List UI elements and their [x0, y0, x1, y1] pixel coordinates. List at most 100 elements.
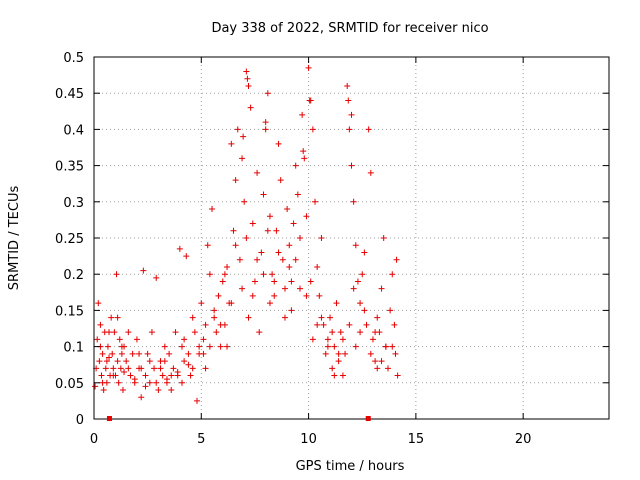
data-point: [372, 329, 379, 336]
data-point: [209, 206, 216, 213]
data-point: [219, 278, 226, 285]
data-point: [144, 350, 151, 357]
data-point: [322, 350, 329, 357]
data-point: [337, 329, 344, 336]
data-point: [104, 343, 111, 350]
grid-lines: [94, 57, 609, 419]
data-point: [324, 336, 331, 343]
data-point: [269, 271, 276, 278]
data-point: [266, 213, 273, 220]
data-point: [314, 321, 321, 328]
data-point: [316, 292, 323, 299]
data-point: [99, 379, 106, 386]
data-point: [155, 387, 162, 394]
data-point: [273, 227, 280, 234]
data-point: [249, 220, 256, 227]
axis-ticks: [93, 56, 609, 420]
data-point: [367, 350, 374, 357]
data-point: [361, 307, 368, 314]
data-point: [300, 148, 307, 155]
data-point: [142, 372, 149, 379]
data-point: [125, 329, 132, 336]
data-point: [191, 329, 198, 336]
y-axis-label: SRMTID / TECUs: [7, 186, 22, 291]
data-point: [249, 292, 256, 299]
data-point: [262, 119, 269, 126]
data-point: [153, 274, 160, 281]
data-point: [194, 397, 200, 404]
data-point: [320, 321, 327, 328]
bottom-marker: [365, 416, 371, 421]
data-point: [329, 329, 336, 336]
data-point: [196, 350, 203, 357]
data-point: [318, 314, 325, 321]
data-point: [106, 354, 113, 361]
data-point: [168, 387, 175, 394]
data-point: [271, 292, 278, 299]
data-point: [254, 256, 261, 263]
data-point: [115, 379, 122, 386]
data-point: [108, 314, 115, 321]
data-point: [256, 329, 263, 336]
data-point: [306, 97, 313, 104]
data-point: [378, 285, 385, 292]
data-point: [131, 376, 138, 383]
data-point: [185, 361, 192, 368]
data-point: [331, 372, 338, 379]
data-point: [116, 336, 123, 343]
data-point: [346, 321, 353, 328]
data-point: [345, 97, 352, 104]
data-point: [224, 343, 231, 350]
data-point: [95, 300, 102, 307]
data-point: [389, 343, 396, 350]
data-point: [391, 321, 398, 328]
data-point: [117, 365, 124, 372]
y-tick-label: 0.3: [63, 196, 84, 211]
data-point: [228, 300, 235, 307]
data-point: [99, 350, 106, 357]
data-point: [178, 379, 185, 386]
data-point: [243, 68, 250, 75]
data-point: [100, 387, 107, 394]
data-point: [244, 75, 251, 82]
data-point: [146, 379, 153, 386]
data-point: [275, 140, 282, 147]
data-point: [174, 368, 181, 375]
data-point: [181, 358, 188, 365]
data-point: [303, 213, 310, 220]
data-point: [151, 365, 158, 372]
data-point: [357, 329, 364, 336]
y-tick-label: 0.4: [63, 123, 84, 138]
data-point: [279, 256, 286, 263]
data-point: [352, 343, 359, 350]
y-tick-label: 0.2: [63, 268, 84, 283]
data-point: [138, 394, 145, 401]
plot-area-frame: [93, 56, 610, 420]
data-point: [307, 278, 314, 285]
data-point: [294, 191, 301, 198]
data-point: [161, 343, 168, 350]
data-point: [96, 358, 103, 365]
data-point: [234, 126, 241, 133]
data-point: [374, 314, 381, 321]
data-point: [232, 242, 239, 249]
data-point: [198, 300, 205, 307]
data-point: [211, 314, 218, 321]
data-point: [389, 271, 396, 278]
data-point: [111, 329, 118, 336]
data-point: [335, 358, 342, 365]
data-point: [346, 126, 353, 133]
data-point: [176, 245, 183, 252]
y-tick-label: 0.25: [55, 232, 84, 247]
data-point: [342, 350, 349, 357]
data-point: [271, 278, 278, 285]
data-point: [140, 267, 147, 274]
data-point: [251, 278, 258, 285]
data-point: [359, 271, 366, 278]
data-point: [281, 314, 288, 321]
data-point: [213, 329, 220, 336]
data-point: [303, 292, 310, 299]
data-point: [172, 329, 179, 336]
x-tick-label: 15: [408, 432, 425, 447]
y-tick-label: 0.05: [55, 377, 84, 392]
